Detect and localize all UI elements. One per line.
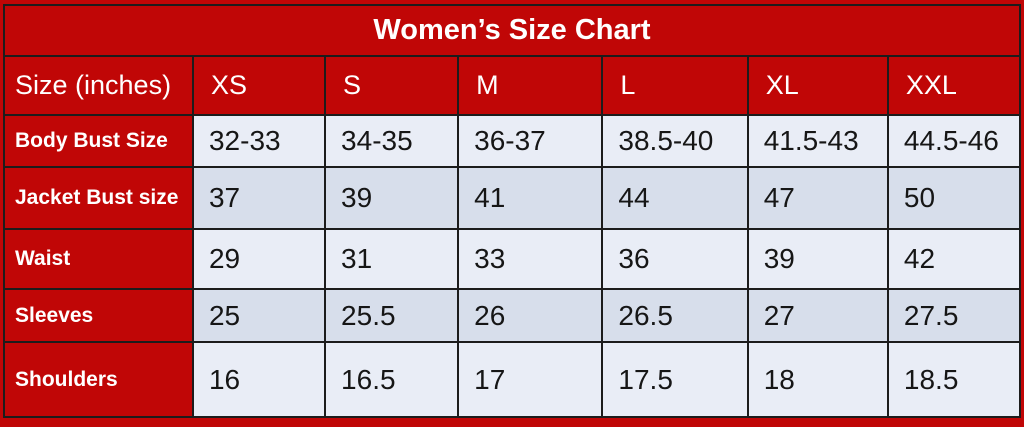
size-cell: 42 [886,228,1022,290]
size-cell: 17 [457,341,604,418]
size-cell: 18.5 [886,341,1022,418]
size-cell: 44.5-46 [886,114,1022,168]
size-cell: 37 [191,166,327,230]
size-cell: 36-37 [457,114,604,168]
size-cell: 16 [191,341,327,418]
table-row-waist: Waist 29 31 33 36 39 42 [3,228,1022,290]
chart-title: Women’s Size Chart [3,4,1021,57]
size-cell: 25 [191,288,327,343]
womens-size-chart-table: Women’s Size Chart Size (inches) XS S M … [3,4,1022,418]
row-label-shoulders: Shoulders [3,341,194,418]
size-cell: 36 [601,228,749,290]
size-cell: 26.5 [601,288,749,343]
size-cell: 18 [746,341,889,418]
row-label-waist: Waist [3,228,194,290]
table-row-shoulders: Shoulders 16 16.5 17 17.5 18 18.5 [3,341,1022,418]
size-cell: 25.5 [324,288,460,343]
size-cell: 47 [746,166,889,230]
column-header-xs: XS [191,55,327,116]
column-header-xl: XL [746,55,889,116]
row-label-sleeves: Sleeves [3,288,194,343]
size-cell: 33 [457,228,604,290]
size-cell: 50 [886,166,1022,230]
row-label-body-bust-size: Body Bust Size [3,114,194,168]
size-cell: 41.5-43 [746,114,889,168]
size-cell: 39 [746,228,889,290]
size-cell: 38.5-40 [601,114,749,168]
size-cell: 39 [324,166,460,230]
column-header-xxl: XXL [886,55,1022,116]
size-cell: 16.5 [324,341,460,418]
size-cell: 31 [324,228,460,290]
size-cell: 17.5 [601,341,749,418]
table-row-jacket-bust-size: Jacket Bust size 37 39 41 44 47 50 [3,166,1022,230]
size-cell: 29 [191,228,327,290]
size-cell: 27.5 [886,288,1022,343]
table-row-body-bust-size: Body Bust Size 32-33 34-35 36-37 38.5-40… [3,114,1022,168]
column-header-m: M [457,55,604,116]
column-header-size-inches: Size (inches) [3,55,194,116]
column-header-s: S [324,55,460,116]
column-header-l: L [601,55,749,116]
size-cell: 26 [457,288,604,343]
header-row: Size (inches) XS S M L XL XXL [3,55,1022,116]
size-cell: 27 [746,288,889,343]
title-row: Women’s Size Chart [3,4,1021,57]
size-chart-container: Women’s Size Chart Size (inches) XS S M … [3,4,1022,418]
row-label-jacket-bust-size: Jacket Bust size [3,166,194,230]
size-cell: 44 [601,166,749,230]
size-cell: 41 [457,166,604,230]
size-cell: 32-33 [191,114,327,168]
size-cell: 34-35 [324,114,460,168]
table-row-sleeves: Sleeves 25 25.5 26 26.5 27 27.5 [3,288,1022,343]
